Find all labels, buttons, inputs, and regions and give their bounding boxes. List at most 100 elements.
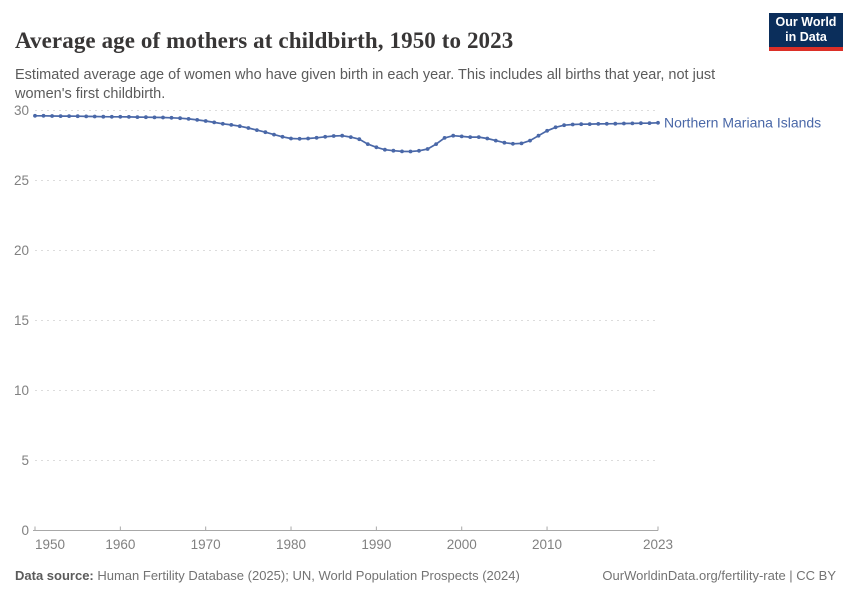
- owid-logo-line1: Our World: [775, 15, 837, 30]
- data-point[interactable]: [135, 115, 140, 119]
- data-point[interactable]: [442, 136, 447, 140]
- data-point[interactable]: [536, 133, 541, 138]
- data-point[interactable]: [58, 114, 63, 118]
- data-point[interactable]: [613, 121, 618, 126]
- data-point[interactable]: [408, 149, 413, 154]
- data-point[interactable]: [280, 134, 285, 139]
- series-line: [34, 114, 659, 153]
- data-point[interactable]: [126, 115, 131, 119]
- data-point[interactable]: [374, 145, 379, 150]
- data-point[interactable]: [579, 122, 584, 127]
- data-point[interactable]: [237, 124, 242, 129]
- data-point[interactable]: [41, 113, 46, 118]
- data-point[interactable]: [502, 140, 507, 145]
- data-point[interactable]: [365, 142, 370, 147]
- x-tick-label: 1960: [105, 537, 135, 552]
- data-point[interactable]: [272, 132, 276, 137]
- data-point[interactable]: [169, 115, 174, 120]
- entity-label[interactable]: Northern Mariana Islands: [664, 114, 821, 130]
- data-point[interactable]: [622, 121, 626, 126]
- data-point[interactable]: [229, 123, 234, 127]
- data-point[interactable]: [186, 117, 191, 121]
- data-point[interactable]: [101, 114, 106, 119]
- data-point[interactable]: [75, 114, 80, 119]
- data-point[interactable]: [255, 128, 259, 133]
- data-point[interactable]: [67, 114, 71, 118]
- data-point[interactable]: [84, 114, 89, 119]
- data-point[interactable]: [383, 147, 387, 152]
- data-point[interactable]: [647, 121, 652, 125]
- y-tick-label: 25: [14, 173, 29, 188]
- x-tick-label: 2000: [447, 537, 477, 552]
- data-point[interactable]: [493, 138, 498, 143]
- data-point[interactable]: [596, 122, 601, 126]
- data-point[interactable]: [459, 134, 464, 139]
- y-tick-label: 20: [14, 243, 29, 258]
- data-point[interactable]: [417, 148, 421, 153]
- data-point[interactable]: [144, 115, 148, 120]
- data-point[interactable]: [331, 134, 336, 138]
- data-source-text: Human Fertility Database (2025); UN, Wor…: [93, 568, 520, 583]
- data-point[interactable]: [33, 113, 37, 118]
- data-point[interactable]: [203, 119, 208, 123]
- y-tick-label: 30: [14, 103, 29, 118]
- data-point[interactable]: [511, 141, 515, 146]
- data-point[interactable]: [604, 121, 609, 126]
- owid-logo-line2: in Data: [785, 30, 827, 44]
- data-point[interactable]: [118, 114, 123, 119]
- data-point[interactable]: [519, 141, 524, 146]
- data-point[interactable]: [587, 122, 592, 126]
- data-source-note: Data source: Human Fertility Database (2…: [15, 568, 520, 583]
- data-point[interactable]: [451, 133, 456, 138]
- chart-footer: Data source: Human Fertility Database (2…: [15, 568, 836, 583]
- data-source-label: Data source:: [15, 568, 94, 583]
- x-tick-label: 1980: [276, 537, 306, 552]
- data-point[interactable]: [195, 118, 200, 122]
- data-point[interactable]: [639, 121, 643, 126]
- data-point[interactable]: [425, 147, 430, 151]
- data-point[interactable]: [152, 115, 157, 120]
- data-point[interactable]: [297, 136, 302, 141]
- y-tick-label: 0: [21, 523, 29, 538]
- data-point[interactable]: [109, 114, 114, 119]
- y-tick-label: 5: [21, 453, 29, 468]
- data-point[interactable]: [348, 135, 353, 140]
- data-point[interactable]: [161, 115, 165, 120]
- data-point[interactable]: [400, 149, 404, 154]
- data-point[interactable]: [485, 136, 490, 141]
- data-point[interactable]: [314, 135, 319, 140]
- data-point[interactable]: [220, 121, 225, 126]
- data-point[interactable]: [50, 114, 54, 118]
- data-point[interactable]: [528, 138, 532, 143]
- data-point[interactable]: [357, 137, 362, 142]
- data-point[interactable]: [630, 121, 635, 126]
- attribution-link[interactable]: OurWorldinData.org/fertility-rate | CC B…: [602, 568, 836, 583]
- data-point[interactable]: [468, 135, 473, 140]
- y-tick-label: 15: [14, 313, 29, 328]
- x-tick-label: 1950: [35, 537, 65, 552]
- x-tick-label: 1990: [361, 537, 391, 552]
- data-point[interactable]: [434, 142, 438, 147]
- chart-subtitle: Estimated average age of women who have …: [15, 66, 716, 102]
- x-tick-label: 2023: [643, 537, 673, 552]
- data-point[interactable]: [545, 128, 549, 133]
- data-point[interactable]: [656, 120, 660, 125]
- data-point[interactable]: [562, 123, 566, 128]
- data-point[interactable]: [263, 130, 268, 135]
- owid-logo[interactable]: Our World in Data: [769, 13, 843, 51]
- data-point[interactable]: [323, 134, 328, 139]
- data-point[interactable]: [340, 133, 345, 138]
- data-point[interactable]: [212, 120, 217, 125]
- data-point[interactable]: [92, 114, 97, 119]
- data-point[interactable]: [178, 116, 183, 121]
- x-tick-label: 2010: [532, 537, 562, 552]
- data-point[interactable]: [391, 148, 396, 153]
- data-point[interactable]: [289, 136, 293, 141]
- y-tick-label: 10: [14, 383, 29, 398]
- data-point[interactable]: [476, 135, 481, 140]
- data-point[interactable]: [306, 136, 310, 141]
- data-point[interactable]: [570, 122, 575, 127]
- data-point[interactable]: [246, 126, 251, 130]
- data-point[interactable]: [553, 125, 558, 130]
